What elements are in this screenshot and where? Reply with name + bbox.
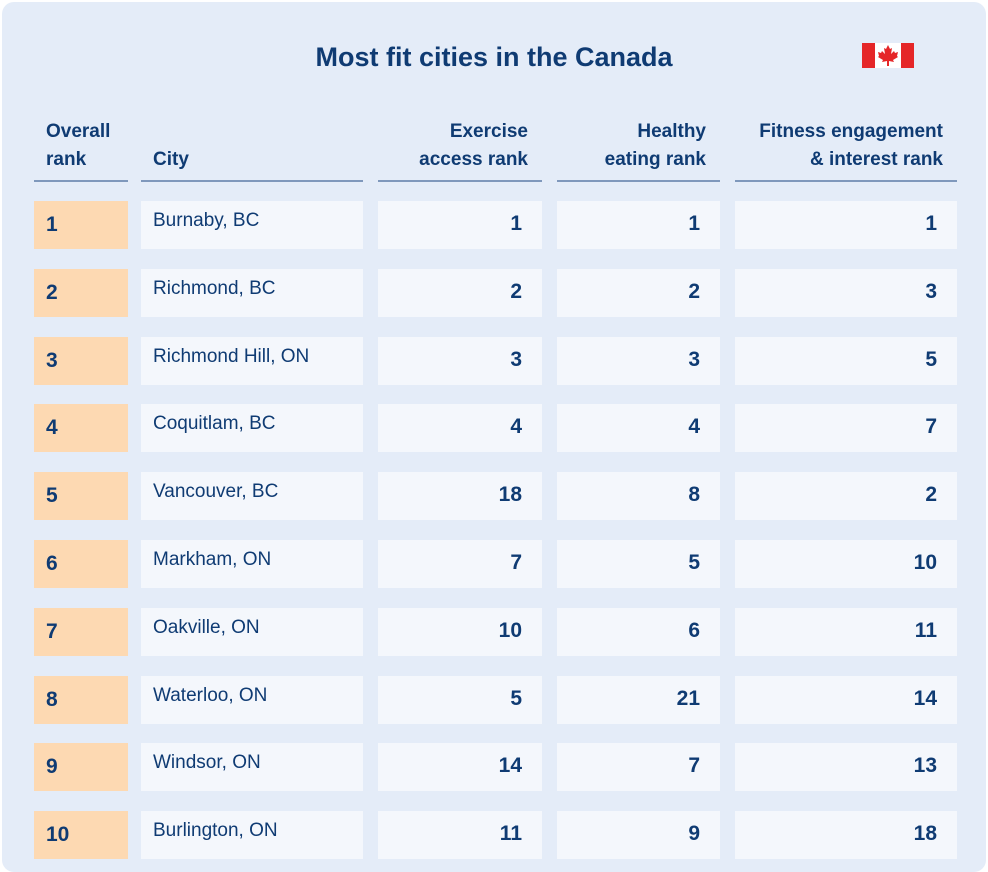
table-cell-fitness: 5 xyxy=(735,337,957,385)
column-header-line: eating rank xyxy=(604,149,706,170)
table-cell-eating: 4 xyxy=(557,404,720,452)
table-cell-rank: 10 xyxy=(34,811,128,859)
header-divider xyxy=(557,180,720,182)
column-header-line: Healthy xyxy=(637,121,706,142)
table-cell-eating: 5 xyxy=(557,540,720,588)
column-header-line: rank xyxy=(46,149,87,170)
table-cell-eating: 9 xyxy=(557,811,720,859)
column-header-line: Overall xyxy=(46,121,111,142)
table-cell-exercise: 2 xyxy=(378,269,542,317)
table-cell-exercise: 3 xyxy=(378,337,542,385)
table-cell-exercise: 18 xyxy=(378,472,542,520)
table-cell-eating: 3 xyxy=(557,337,720,385)
table-cell-rank: 9 xyxy=(34,743,128,791)
column-header-line: Fitness engagement xyxy=(759,121,943,142)
table-cell-exercise: 10 xyxy=(378,608,542,656)
table-cell-rank: 2 xyxy=(34,269,128,317)
table-cell-exercise: 4 xyxy=(378,404,542,452)
header-divider xyxy=(735,180,957,182)
table-cell-rank: 4 xyxy=(34,404,128,452)
table-cell-fitness: 2 xyxy=(735,472,957,520)
table-cell-fitness: 13 xyxy=(735,743,957,791)
table-cell-rank: 3 xyxy=(34,337,128,385)
table-cell-fitness: 3 xyxy=(735,269,957,317)
column-header-line: access rank xyxy=(419,149,528,170)
table-cell-city: Coquitlam, BC xyxy=(141,404,363,452)
column-header-line: City xyxy=(153,149,189,170)
table-cell-city: Windsor, ON xyxy=(141,743,363,791)
table-cell-fitness: 7 xyxy=(735,404,957,452)
column-header-city: City xyxy=(153,146,363,174)
header-divider xyxy=(378,180,542,182)
table-cell-city: Burlington, ON xyxy=(141,811,363,859)
table-cell-eating: 21 xyxy=(557,676,720,724)
column-header-fitness: Fitness engagement & interest rank xyxy=(735,118,943,174)
table-cell-fitness: 11 xyxy=(735,608,957,656)
table-cell-rank: 1 xyxy=(34,201,128,249)
table-cell-eating: 8 xyxy=(557,472,720,520)
table-cell-exercise: 14 xyxy=(378,743,542,791)
table-cell-city: Oakville, ON xyxy=(141,608,363,656)
table-cell-eating: 2 xyxy=(557,269,720,317)
chart-title: Most fit cities in the Canada xyxy=(315,42,673,72)
table-cell-rank: 6 xyxy=(34,540,128,588)
column-header-exercise: Exercise access rank xyxy=(378,118,528,174)
table-cell-city: Waterloo, ON xyxy=(141,676,363,724)
canada-flag-icon xyxy=(862,43,914,68)
table-cell-city: Burnaby, BC xyxy=(141,201,363,249)
table-cell-fitness: 1 xyxy=(735,201,957,249)
table-cell-rank: 8 xyxy=(34,676,128,724)
column-header-eating: Healthy eating rank xyxy=(557,118,706,174)
table-cell-fitness: 14 xyxy=(735,676,957,724)
column-header-line: Exercise xyxy=(449,121,528,142)
table-cell-eating: 1 xyxy=(557,201,720,249)
table-cell-city: Markham, ON xyxy=(141,540,363,588)
header-divider xyxy=(34,180,128,182)
table-cell-exercise: 7 xyxy=(378,540,542,588)
column-header-rank: Overall rank xyxy=(46,118,128,174)
header-divider xyxy=(141,180,363,182)
table-cell-city: Richmond Hill, ON xyxy=(141,337,363,385)
table-cell-eating: 7 xyxy=(557,743,720,791)
column-header-line: & interest rank xyxy=(809,149,943,170)
table-cell-rank: 5 xyxy=(34,472,128,520)
table-cell-fitness: 10 xyxy=(735,540,957,588)
table-cell-exercise: 5 xyxy=(378,676,542,724)
table-cell-city: Vancouver, BC xyxy=(141,472,363,520)
table-cell-exercise: 1 xyxy=(378,201,542,249)
table-cell-fitness: 18 xyxy=(735,811,957,859)
table-cell-eating: 6 xyxy=(557,608,720,656)
table-cell-rank: 7 xyxy=(34,608,128,656)
table-cell-exercise: 11 xyxy=(378,811,542,859)
table-cell-city: Richmond, BC xyxy=(141,269,363,317)
